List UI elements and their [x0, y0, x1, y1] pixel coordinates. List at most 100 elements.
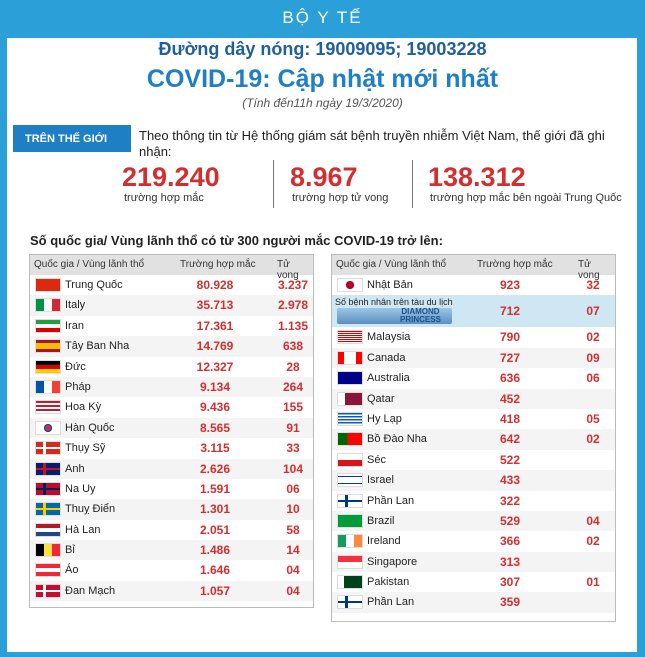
stat-outside-china: 138.312 trường hợp mắc bên ngoài Trung Q…	[428, 162, 622, 204]
australia-flag-icon	[337, 371, 363, 386]
stat-value: 219.240	[122, 162, 220, 192]
country-name: Hà Lan	[65, 523, 101, 536]
cases-value: 2.626	[199, 461, 231, 476]
cases-value: 642	[499, 432, 521, 447]
cases-value: 9.436	[199, 400, 231, 415]
switzerland-flag-icon	[35, 441, 61, 456]
deaths-value: 3.237	[277, 278, 309, 292]
israel-flag-icon	[337, 473, 363, 488]
cases-value: 1.646	[199, 563, 231, 578]
table-row: Hoa Kỳ 9.436 155	[30, 397, 313, 417]
usa-flag-icon	[35, 400, 61, 415]
country-name: Pakistan	[367, 576, 410, 589]
cruise-ship-icon	[337, 308, 452, 325]
cases-value: 923	[499, 278, 521, 292]
deaths-value: 02	[586, 330, 600, 345]
germany-flag-icon	[35, 359, 61, 374]
stat-deaths: 8.967 trường hợp tử vong	[290, 162, 388, 204]
table-row: Bỉ 1.486 14	[30, 540, 313, 561]
header-deaths: Tử vong	[578, 259, 600, 281]
stat-value: 8.967	[290, 162, 358, 192]
deaths-value: 04	[586, 513, 600, 528]
stat-label: trường hợp tử vong	[292, 192, 389, 204]
table-row: Đan Mạch 1.057 04	[30, 580, 313, 602]
cases-value: 35.713	[196, 298, 234, 313]
country-name: Brazil	[367, 514, 395, 527]
divider	[412, 160, 413, 208]
cases-value: 1.591	[199, 481, 231, 496]
country-name: Hàn Quốc	[65, 421, 115, 434]
brazil-flag-icon	[337, 513, 363, 528]
left-table: Quốc gia / Vùng lãnh thổ Trường hợp mắc …	[29, 254, 314, 608]
header-country: Quốc gia / Vùng lãnh thổ	[34, 259, 145, 270]
greece-flag-icon	[337, 411, 363, 426]
cases-value: 9.134	[199, 379, 231, 394]
deaths-value: 264	[282, 379, 304, 394]
table-row: Pháp 9.134 264	[30, 376, 313, 398]
country-name: Thụy Sỹ	[65, 442, 106, 455]
cases-value: 529	[499, 513, 521, 528]
malaysia-flag-icon	[337, 330, 363, 345]
world-label: TRÊN THẾ GIỚI	[13, 125, 131, 152]
country-name: Iran	[65, 319, 84, 332]
table-row: Malaysia 790 02	[332, 327, 615, 347]
country-name: Malaysia	[367, 331, 411, 344]
table-row: Brazil 529 04	[332, 510, 615, 532]
country-name: Italy	[65, 299, 86, 312]
deaths-value: 02	[586, 432, 600, 447]
ireland-flag-icon	[337, 534, 363, 549]
cases-value: 307	[499, 575, 521, 590]
table-row: Đức 12.327 28	[30, 357, 313, 377]
country-name: Bồ Đào Nha	[367, 433, 427, 446]
country-name: Australia	[367, 372, 410, 385]
cases-value: 8.565	[199, 420, 231, 435]
belgium-flag-icon	[35, 543, 61, 558]
deaths-value: 10	[286, 502, 300, 517]
table-row: Hà Lan 2.051 58	[30, 520, 313, 540]
table-row: Séc 522	[332, 450, 615, 470]
cases-value: 313	[499, 554, 521, 569]
netherlands-flag-icon	[35, 522, 61, 537]
deaths-value: 28	[286, 359, 300, 374]
deaths-value: 06	[586, 371, 600, 386]
italy-flag-icon	[35, 298, 61, 313]
sweden-flag-icon	[35, 502, 61, 517]
header-cases: Trường hợp mắc	[180, 259, 256, 270]
deaths-value: 1.135	[277, 318, 309, 333]
cases-value: 14.769	[196, 339, 234, 354]
header-country: Quốc gia / Vùng lãnh thổ	[336, 259, 447, 270]
table-row: Iran 17.361 1.135	[30, 316, 313, 336]
country-name: Pháp	[65, 380, 91, 393]
table-row: Pakistan 307 01	[332, 572, 615, 592]
stat-label: trường hợp mắc bên ngoài Trung Quốc	[430, 192, 622, 204]
table-row: Singapore 313	[332, 551, 615, 573]
country-name: Séc	[367, 453, 386, 466]
stat-label: trường hợp mắc	[124, 192, 204, 204]
deaths-value: 04	[286, 583, 300, 598]
country-name: Phần Lan	[367, 596, 415, 609]
update-time: (Tính đến11h ngày 19/3/2020)	[242, 96, 403, 110]
deaths-value: 32	[586, 278, 600, 292]
cases-value: 1.301	[199, 502, 231, 517]
country-name: Qatar	[367, 392, 395, 405]
country-name: Hoa Kỳ	[65, 401, 102, 414]
country-name: Anh	[65, 462, 85, 475]
table-row: Thuỵ Điển 1.301 10	[30, 499, 313, 520]
cases-value: 359	[499, 595, 521, 610]
table-row: Ireland 366 02	[332, 531, 615, 551]
ship-name-line: PRINCESS	[400, 315, 441, 325]
stat-value: 138.312	[428, 162, 526, 192]
cases-value: 418	[499, 411, 521, 426]
country-name: Israel	[367, 474, 394, 487]
stat-total-cases: 219.240 trường hợp mắc	[122, 162, 220, 204]
table-row: DIAMOND PRINCESS Số bệnh nhân trên tàu du …	[332, 295, 615, 328]
china-flag-icon	[35, 278, 61, 292]
table-row: Qatar 452	[332, 388, 615, 409]
table-row: Hy Lạp 418 05	[332, 409, 615, 429]
country-name: Singapore	[367, 555, 418, 568]
header-cases: Trường hợp mắc	[477, 259, 553, 270]
table-row: Australia 636 06	[332, 368, 615, 388]
cases-value: 1.486	[199, 543, 231, 558]
finland-flag-icon	[337, 595, 363, 610]
cases-value: 636	[499, 371, 521, 386]
